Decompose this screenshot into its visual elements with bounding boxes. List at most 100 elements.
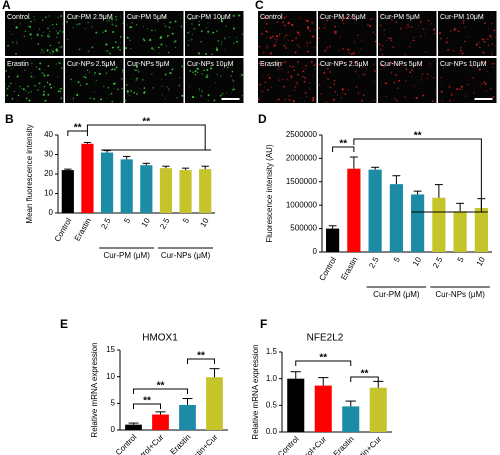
signal-dot [111, 100, 114, 103]
signal-dot [129, 95, 131, 97]
signal-dot [199, 88, 201, 90]
signal-dot [411, 64, 413, 66]
signal-dot [17, 94, 20, 97]
signal-dot [231, 79, 233, 80]
signal-dot [293, 89, 296, 92]
signal-dot [264, 86, 266, 88]
signal-dot [288, 98, 291, 101]
signal-dot [448, 85, 451, 89]
signal-dot [384, 82, 387, 85]
bar [140, 165, 153, 213]
signal-dot [116, 47, 119, 49]
signal-dot [305, 41, 308, 44]
signal-dot [462, 22, 465, 24]
signal-dot [309, 82, 311, 84]
signal-dot [229, 37, 230, 38]
signal-dot [231, 92, 233, 94]
significance-label: ** [157, 381, 165, 392]
significance-bracket [67, 130, 88, 136]
bar [369, 387, 387, 432]
signal-dot [85, 17, 87, 19]
signal-dot [105, 29, 107, 32]
signal-dot [417, 25, 420, 27]
signal-dot [297, 44, 299, 47]
signal-dot [6, 87, 9, 90]
signal-dot [232, 88, 234, 90]
signal-dot [84, 76, 87, 79]
x-tick-label: Erastin [339, 256, 359, 282]
signal-dot [298, 34, 301, 37]
signal-dot [446, 37, 449, 40]
signal-dot [319, 17, 322, 20]
signal-dot [312, 35, 315, 38]
signal-dot [287, 71, 290, 74]
signal-dot [49, 83, 52, 86]
y-tick-label: 0 [111, 425, 116, 434]
signal-dot [57, 76, 59, 78]
signal-dot [164, 73, 167, 76]
signal-dot [425, 51, 427, 53]
signal-dot [364, 17, 366, 19]
signal-dot [103, 85, 105, 87]
signal-dot [223, 18, 225, 20]
signal-dot [28, 25, 30, 27]
signal-dot [189, 18, 191, 21]
signal-dot [492, 66, 495, 68]
signal-dot [126, 83, 128, 86]
signal-dot [452, 49, 454, 52]
significance-bracket [332, 146, 355, 152]
signal-dot [47, 65, 50, 67]
signal-dot [421, 76, 423, 78]
signal-dot [9, 18, 11, 20]
signal-dot [358, 75, 360, 77]
signal-dot [41, 51, 43, 53]
y-tick-label: 15 [106, 345, 115, 354]
signal-dot [265, 88, 267, 90]
signal-dot [305, 64, 308, 67]
signal-dot [421, 65, 423, 67]
signal-dot [390, 71, 393, 74]
signal-dot [459, 88, 461, 90]
signal-dot [344, 93, 347, 95]
signal-dot [166, 36, 168, 38]
signal-dot [410, 75, 412, 78]
signal-dot [283, 85, 285, 88]
signal-dot [404, 96, 406, 98]
signal-dot [453, 28, 456, 31]
signal-dot [342, 22, 345, 25]
signal-dot [353, 19, 355, 21]
signal-dot [215, 82, 217, 84]
signal-dot [270, 86, 272, 88]
signal-dot [271, 35, 274, 38]
signal-dot [115, 41, 117, 43]
signal-dot [4, 90, 6, 92]
signal-dot [422, 94, 424, 96]
bar [152, 414, 169, 430]
panel-label: B [5, 112, 14, 126]
signal-dot [301, 75, 304, 78]
signal-dot [4, 51, 6, 53]
signal-dot [276, 21, 278, 23]
signal-dot [136, 77, 139, 80]
signal-dot [29, 25, 32, 28]
signal-dot [163, 15, 166, 18]
y-tick-label: 30 [44, 150, 53, 159]
signal-dot [484, 83, 487, 86]
signal-dot [323, 72, 326, 74]
signal-dot [330, 86, 332, 89]
signal-dot [181, 65, 184, 68]
signal-dot [100, 98, 102, 101]
x-tick-label: 10 [198, 216, 211, 229]
signal-dot [180, 25, 183, 28]
signal-dot [161, 94, 163, 96]
signal-dot [439, 32, 442, 35]
signal-dot [324, 62, 327, 64]
y-axis-label: Mean fluorescence intensity [25, 124, 34, 223]
signal-dot [305, 96, 308, 98]
image-caption: Cur-PM 2.5μM [320, 14, 366, 21]
signal-dot [88, 71, 91, 73]
signal-dot [121, 87, 123, 90]
signal-dot [390, 18, 393, 21]
signal-dot [362, 66, 364, 68]
signal-dot [61, 67, 63, 69]
